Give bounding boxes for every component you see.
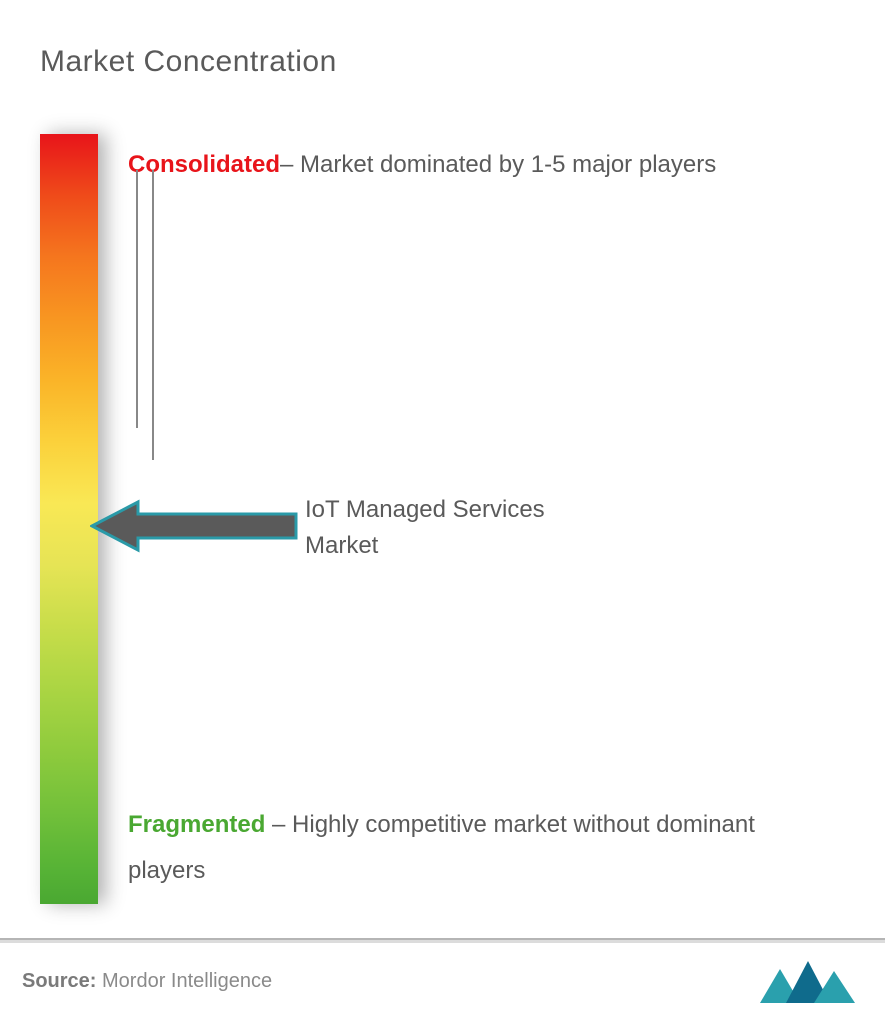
title: Market Concentration [40,45,845,79]
mordor-logo-icon [760,959,855,1003]
connector-lines [90,170,290,548]
fragmented-label: Fragmented – Highly competitive market w… [128,802,835,893]
fragmented-bold: Fragmented [128,811,265,838]
source-name: Mordor Intelligence [96,970,272,992]
source-text: Source: Mordor Intelligence [22,970,272,993]
marker-label: IoT Managed Services Market [305,492,545,564]
source-label: Source: [22,970,96,992]
marker-line2: Market [305,532,378,559]
consolidated-desc: – Market dominated by 1-5 major players [280,151,716,178]
marker-line1: IoT Managed Services [305,496,545,523]
connector-line-1 [136,170,138,428]
footer-inner: Source: Mordor Intelligence [0,940,885,1003]
infographic-container: Market Concentration Consolidated– Marke… [0,0,885,1010]
position-arrow [90,498,300,554]
arrow-icon [90,498,300,554]
connector-line-2 [152,170,154,460]
footer: Source: Mordor Intelligence [0,938,885,1010]
